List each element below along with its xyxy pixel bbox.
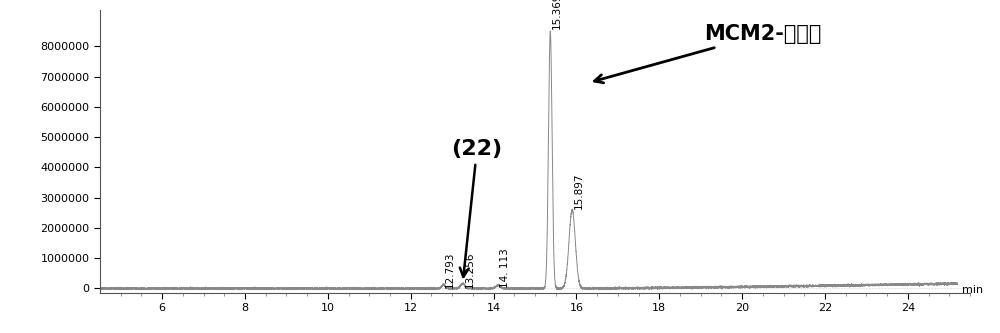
Text: MCM2-连接基: MCM2-连接基 bbox=[595, 24, 822, 83]
Text: 12.793: 12.793 bbox=[445, 251, 455, 288]
Text: 15.369: 15.369 bbox=[552, 0, 562, 29]
Text: (22): (22) bbox=[451, 139, 503, 277]
Text: 14. 113: 14. 113 bbox=[500, 248, 510, 288]
Text: 15.897: 15.897 bbox=[574, 173, 584, 209]
Text: min: min bbox=[962, 285, 983, 295]
Text: 13.256: 13.256 bbox=[464, 251, 474, 288]
